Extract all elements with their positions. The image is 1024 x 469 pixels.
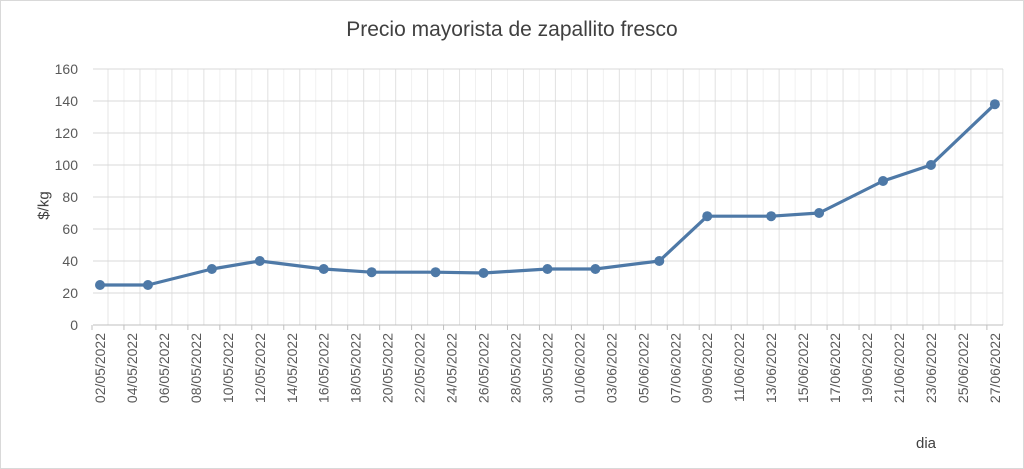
data-point [95,280,105,290]
x-tick-label: 19/06/2022 [859,333,875,403]
x-tick-label: 04/05/2022 [124,333,140,403]
x-tick-label: 10/05/2022 [220,333,236,403]
x-tick-label: 26/05/2022 [476,333,492,403]
data-point [142,280,153,290]
x-tick-label: 21/06/2022 [891,333,907,403]
x-tick-label: 13/06/2022 [763,333,779,403]
data-point [654,256,665,266]
x-tick-label: 22/05/2022 [412,333,428,403]
data-point [542,264,553,274]
data-point [814,208,825,218]
x-tick-label: 24/05/2022 [444,333,460,403]
data-point [989,99,1000,110]
x-tick-label: 09/06/2022 [699,333,715,403]
x-tick-label: 18/05/2022 [348,333,364,403]
x-tick-label: 11/06/2022 [731,333,747,402]
y-tick-label: 100 [55,157,79,173]
y-tick-label: 80 [62,189,78,205]
x-tick-label: 17/06/2022 [827,333,843,403]
x-tick-label: 05/06/2022 [635,333,651,403]
data-point [430,267,441,278]
y-tick-label: 0 [70,317,78,333]
data-point [766,211,777,222]
data-point [206,264,217,274]
series-line [100,103,996,287]
x-tick-label: 20/05/2022 [380,333,396,403]
x-tick-label: 25/06/2022 [955,333,971,403]
x-tick-label: 14/05/2022 [284,333,300,403]
x-tick-label: 12/05/2022 [252,333,268,403]
x-tick-label: 23/06/2022 [923,333,939,403]
x-tick-label: 15/06/2022 [795,333,811,403]
data-point [366,267,377,278]
x-tick-label: 06/05/2022 [156,333,172,403]
x-axis-label: dia [916,435,937,452]
y-tick-label: 20 [62,285,78,301]
x-tick-label: 27/06/2022 [987,333,1003,403]
y-tick-label: 160 [55,61,79,77]
data-point [590,264,601,274]
data-point [702,211,713,222]
data-point [925,160,936,170]
data-point [318,264,329,274]
x-tick-label: 02/05/2022 [92,333,108,403]
y-tick-label: 40 [62,253,78,269]
x-tick-label: 07/06/2022 [667,333,683,403]
x-tick-label: 28/05/2022 [507,333,523,403]
data-point [254,256,265,266]
x-tick-label: 16/05/2022 [316,333,332,403]
data-point [878,176,889,186]
x-tick-label: 01/06/2022 [571,333,587,403]
y-tick-label: 140 [55,93,79,109]
x-tick-label: 03/06/2022 [603,333,619,403]
y-tick-label: 120 [55,125,79,141]
data-point [478,268,489,278]
y-tick-label: 60 [62,221,78,237]
x-tick-label: 08/05/2022 [188,333,204,403]
x-tick-label: 30/05/2022 [539,333,555,403]
chart-title: Precio mayorista de zapallito fresco [346,18,678,41]
